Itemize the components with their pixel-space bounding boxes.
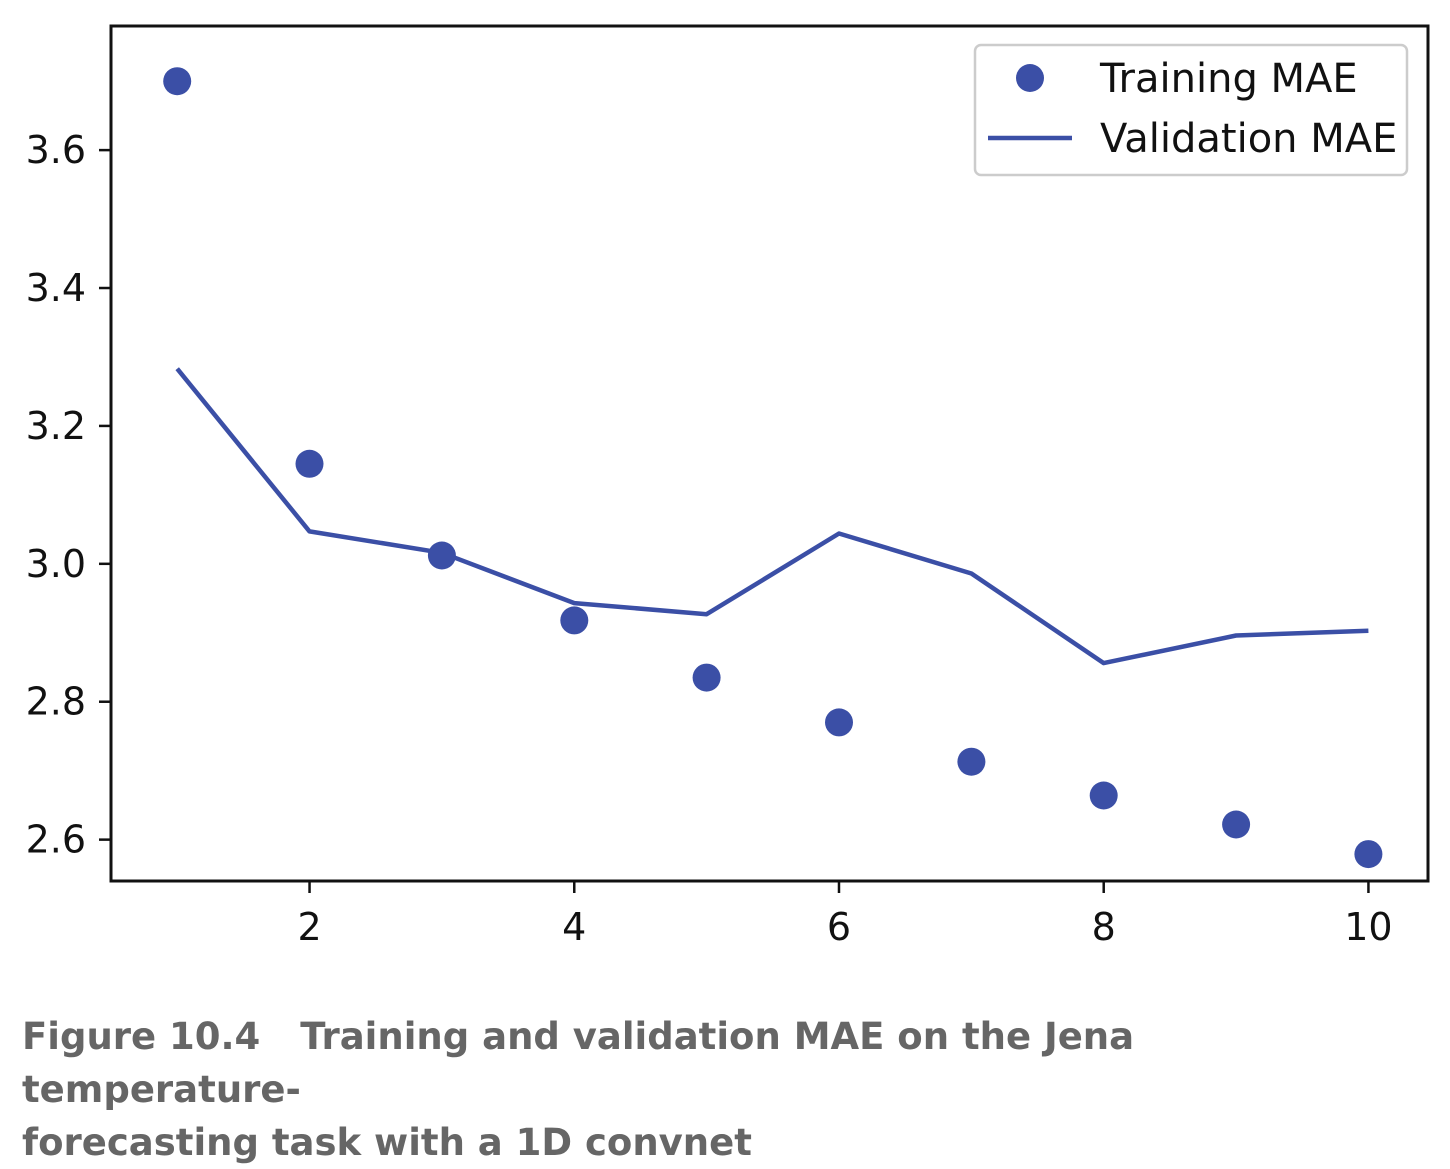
legend-label-validation: Validation MAE	[1100, 116, 1397, 162]
x-tick-label: 6	[827, 905, 851, 949]
figure-number: Figure 10.4	[22, 1015, 261, 1058]
validation-mae-line	[175, 367, 1369, 666]
x-tick-label: 4	[562, 905, 586, 949]
figure-caption: Figure 10.4 Training and validation MAE o…	[22, 1010, 1422, 1169]
legend-marker-training	[1016, 64, 1044, 92]
x-tick-label: 2	[297, 905, 321, 949]
training-mae-point	[295, 449, 324, 478]
training-mae-point	[692, 663, 721, 692]
legend-box	[973, 43, 1409, 177]
y-tick-label: 3.4	[26, 266, 86, 310]
training-mae-point	[560, 606, 589, 635]
training-mae-point	[825, 708, 853, 737]
training-mae-point	[1354, 840, 1383, 869]
training-mae-point	[1222, 810, 1251, 839]
y-tick-label: 2.6	[26, 818, 86, 862]
x-tick-label: 8	[1092, 905, 1116, 949]
training-mae-point	[957, 747, 986, 776]
y-tick-label: 3.2	[26, 404, 86, 448]
chart: 2 4 6 8 10 2.6 2.8 3.0 3.2 3.4 3.6 Training MAE Va…	[26, 24, 1430, 949]
x-tick-label: 10	[1344, 905, 1392, 949]
legend-label-training: Training MAE	[1099, 56, 1358, 102]
training-mae-point	[1089, 781, 1118, 810]
training-mae-point	[427, 541, 456, 570]
y-tick-label: 3.6	[26, 128, 86, 172]
caption-line-2: forecasting task with a 1D convnet	[22, 1121, 752, 1164]
training-mae-point	[163, 67, 192, 96]
caption-line-1: Training and validation MAE on the Jena …	[22, 1015, 1135, 1111]
y-tick-label: 2.8	[26, 680, 86, 724]
plot-frame	[109, 24, 1430, 883]
legend: Training MAE Validation MAE	[973, 43, 1409, 177]
y-tick-label: 3.0	[26, 542, 86, 586]
